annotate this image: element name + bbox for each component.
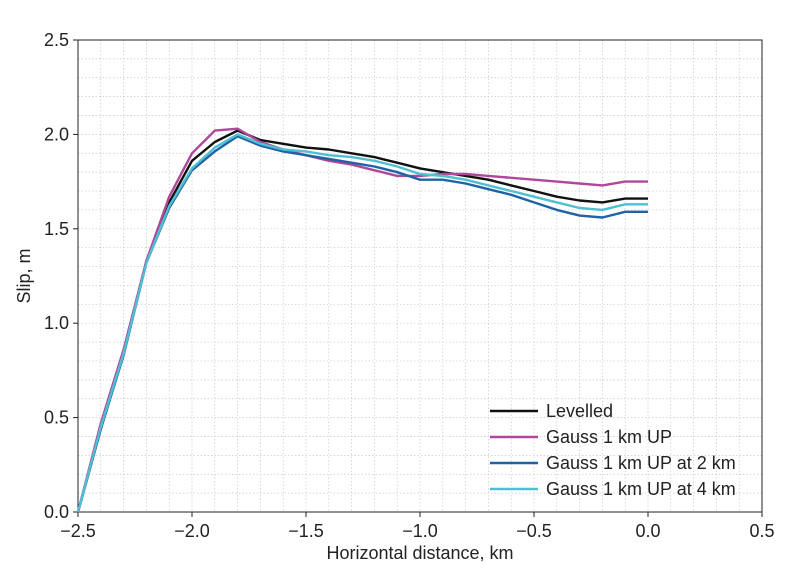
x-tick-label: 0.5 (749, 521, 774, 541)
y-tick-label: 1.5 (44, 219, 69, 239)
series-line (76, 133, 648, 513)
x-tick-label: −2.0 (174, 521, 210, 541)
y-tick-label: 1.0 (44, 313, 69, 333)
x-tick-label: −2.5 (60, 521, 96, 541)
x-axis: −2.5 −2.0 −1.5 −1.0 −0.5 0.0 0.5 (60, 512, 775, 541)
x-axis-title: Horizontal distance, km (326, 543, 513, 563)
legend-label: Levelled (546, 401, 613, 421)
y-tick-label: 2.5 (44, 30, 69, 50)
y-axis-title: Slip, m (14, 248, 34, 303)
x-tick-label: −1.0 (402, 521, 438, 541)
legend-label: Gauss 1 km UP at 2 km (546, 453, 736, 473)
series-line (76, 127, 648, 513)
series-lines (76, 127, 648, 513)
x-tick-label: −0.5 (516, 521, 552, 541)
series-line (76, 129, 648, 513)
x-tick-label: 0.0 (635, 521, 660, 541)
y-axis: 0.0 0.5 1.0 1.5 2.0 2.5 (44, 30, 78, 522)
legend-label: Gauss 1 km UP (546, 427, 672, 447)
y-tick-label: 0.5 (44, 408, 69, 428)
y-tick-label: 0.0 (44, 502, 69, 522)
legend: Levelled Gauss 1 km UP Gauss 1 km UP at 2 … (490, 401, 736, 499)
minor-grid (77, 39, 763, 513)
x-tick-label: −1.5 (288, 521, 324, 541)
y-tick-label: 2.0 (44, 124, 69, 144)
legend-label: Gauss 1 km UP at 4 km (546, 479, 736, 499)
